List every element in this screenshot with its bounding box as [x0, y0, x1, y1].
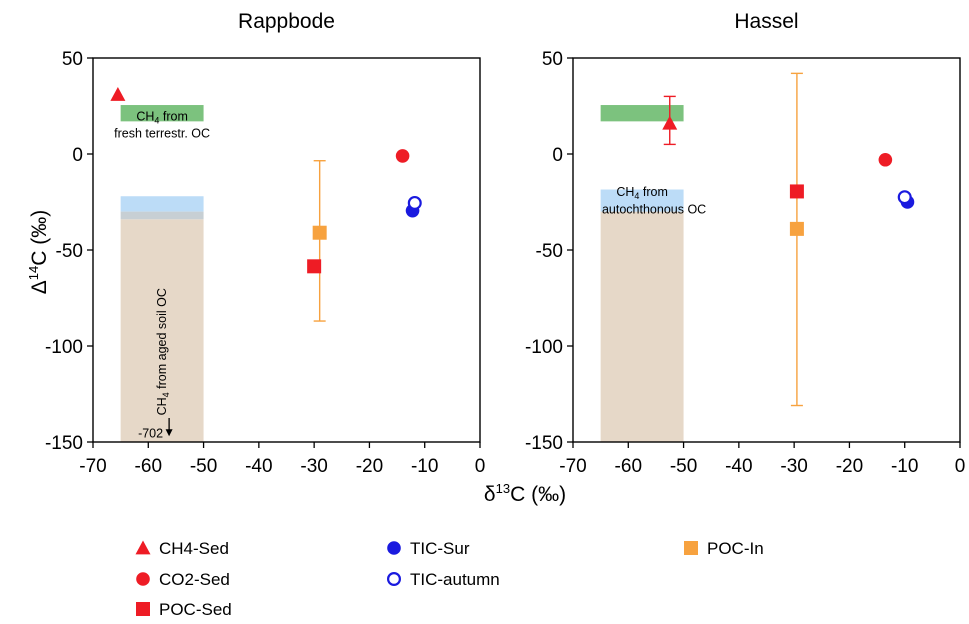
x-tick-label: -40	[725, 456, 752, 477]
y-tick-label: -100	[45, 337, 83, 358]
point-co2-sed	[878, 152, 893, 167]
panel-title: Hassel	[734, 10, 798, 33]
x-tick-label: 0	[475, 456, 486, 477]
region-1	[600, 211, 684, 442]
x-tick-label: -50	[190, 456, 217, 477]
legend-item-tic-sur: TIC-Sur	[387, 539, 470, 558]
region-2	[120, 196, 204, 212]
point-poc-sed	[307, 259, 322, 274]
y-axis-title-text: Δ14C (‰)	[26, 210, 51, 295]
x-tick-label: -10	[891, 456, 918, 477]
x-tick-label: -50	[670, 456, 697, 477]
region-label-rotated: CH4 from aged soil OC	[155, 288, 171, 415]
legend-label: CO2-Sed	[159, 570, 230, 589]
point-ch4-sed	[662, 115, 678, 130]
point-ch4-sed	[110, 86, 126, 101]
x-tick-label: -10	[411, 456, 438, 477]
y-tick-label: 0	[72, 145, 83, 166]
error-bar-poc-in	[790, 72, 803, 407]
point-poc-in	[789, 221, 804, 236]
x-tick-label: -60	[135, 456, 162, 477]
y-tick-label: 50	[542, 49, 563, 70]
x-axis-title: δ13C (‰)	[484, 481, 566, 506]
panel-rappbode: Rappbode CH4 from fresh terrestr. OC CH4 fr…	[45, 10, 485, 477]
x-tick-label: -70	[79, 456, 106, 477]
x-tick-label: -20	[836, 456, 863, 477]
legend-item-tic-autumn: TIC-autumn	[387, 570, 500, 589]
x-tick-label: -20	[356, 456, 383, 477]
region-label-line2: autochthonous OC	[602, 203, 706, 217]
y-tick-label: 0	[552, 145, 563, 166]
region-2	[600, 189, 684, 212]
x-tick-label: 0	[955, 456, 966, 477]
legend-marker	[135, 540, 151, 555]
region-label-line2: fresh terrestr. OC	[114, 127, 210, 141]
y-tick-label: -100	[525, 337, 563, 358]
legend-marker	[387, 541, 401, 555]
legend-item-poc-in: POC-In	[684, 539, 764, 558]
point-co2-sed	[395, 149, 410, 163]
legend-label: POC-Sed	[159, 600, 232, 619]
region-0	[120, 105, 204, 122]
x-tick-label: -30	[780, 456, 807, 477]
legend-item-poc-sed: POC-Sed	[136, 600, 232, 619]
legend-marker	[136, 602, 150, 616]
point-poc-sed	[789, 184, 804, 199]
x-tick-label: -60	[615, 456, 642, 477]
x-tick-label: -70	[559, 456, 586, 477]
point-tic-autumn	[407, 195, 422, 210]
region-0	[600, 105, 684, 122]
point-tic-autumn	[897, 190, 912, 205]
region-arrow-head	[165, 429, 173, 437]
legend-item-ch4-sed: CH4-Sed	[135, 539, 229, 558]
legend-marker	[684, 541, 698, 555]
legend-label: CH4-Sed	[159, 539, 229, 558]
legend-item-co2-sed: CO2-Sed	[136, 570, 230, 589]
legend: CH4-Sed CO2-Sed POC-Sed TIC-Sur TIC-autumn PO…	[135, 539, 764, 619]
point-poc-in	[312, 225, 327, 240]
legend-label: TIC-autumn	[410, 570, 500, 589]
legend-marker	[387, 571, 402, 586]
y-tick-label: -150	[525, 433, 563, 454]
x-tick-label: -30	[300, 456, 327, 477]
region-1	[120, 219, 204, 442]
region-label: CH4 from aged soil OC	[155, 288, 171, 415]
region-arrow-label: -702	[138, 426, 163, 440]
region-label-line1: CH4 from	[136, 109, 188, 125]
legend-label: TIC-Sur	[410, 539, 470, 558]
region-label-line1: CH4 from	[616, 185, 668, 201]
x-tick-label: -40	[245, 456, 272, 477]
region-3	[120, 211, 204, 220]
legend-label: POC-In	[707, 539, 764, 558]
y-axis-title: Δ14C (‰)	[26, 210, 51, 295]
y-tick-label: -150	[45, 433, 83, 454]
panel-hassel: Hassel CH4 from autochthonous OC -70 -60 -50 -…	[525, 10, 965, 477]
legend-marker	[136, 572, 150, 586]
error-bar-poc-in	[313, 160, 326, 322]
y-tick-label: 50	[62, 49, 83, 70]
y-tick-label: -50	[56, 241, 83, 262]
panel-title: Rappbode	[238, 10, 335, 33]
y-tick-label: -50	[536, 241, 563, 262]
